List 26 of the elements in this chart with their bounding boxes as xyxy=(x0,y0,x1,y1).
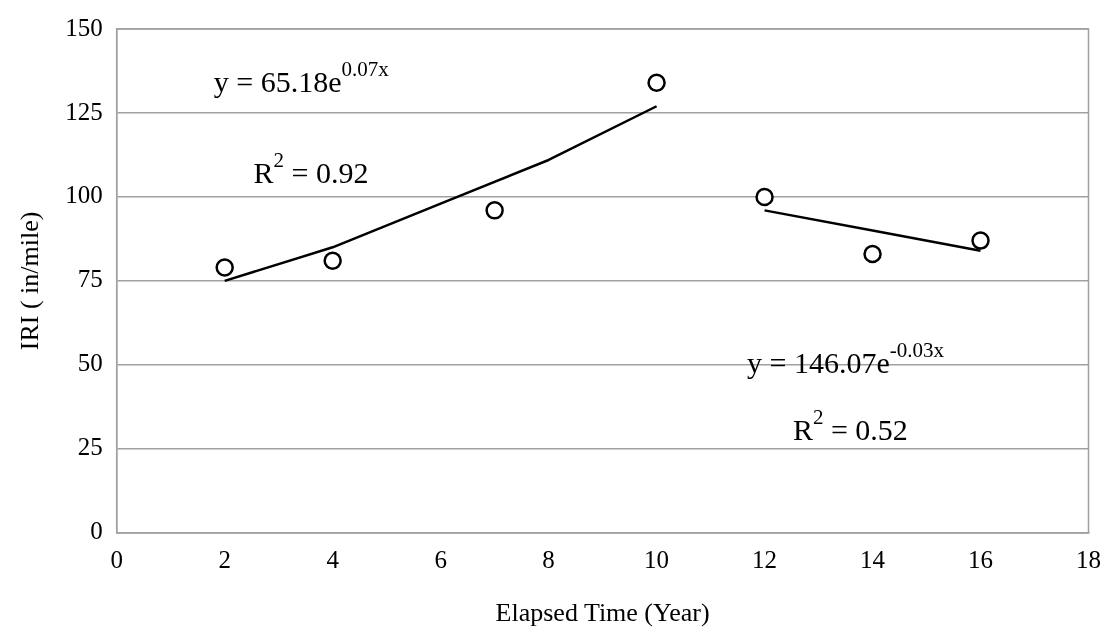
x-tick-label: 14 xyxy=(860,546,886,574)
y-tick-label: 0 xyxy=(90,517,103,545)
point xyxy=(215,258,234,277)
x-axis-title: Elapsed Time (Year) xyxy=(495,598,710,628)
point xyxy=(863,244,882,264)
y-axis-title: IRI ( in/mile) xyxy=(15,211,45,351)
x-tick-label: 12 xyxy=(752,546,778,574)
y-tick-label: 100 xyxy=(65,181,103,209)
x-tick-label: 0 xyxy=(110,546,123,574)
x-tick-label: 18 xyxy=(1076,546,1101,574)
point xyxy=(485,201,504,220)
x-tick-label: 6 xyxy=(434,546,447,574)
x-tick-label: 10 xyxy=(644,546,670,574)
y-tick-label: 75 xyxy=(77,265,103,293)
x-tick-label: 4 xyxy=(326,546,340,574)
point xyxy=(971,231,990,250)
x-tick-label: 8 xyxy=(542,546,555,574)
x-tick-label: 16 xyxy=(968,546,994,574)
point xyxy=(323,251,342,270)
y-tick-label: 50 xyxy=(77,349,103,377)
y-tick-label: 125 xyxy=(65,97,103,125)
point xyxy=(755,187,774,207)
y-tick-label: 150 xyxy=(65,13,103,41)
x-tick-label: 2 xyxy=(218,546,231,574)
y-tick-label: 25 xyxy=(77,433,103,461)
point xyxy=(647,73,666,92)
